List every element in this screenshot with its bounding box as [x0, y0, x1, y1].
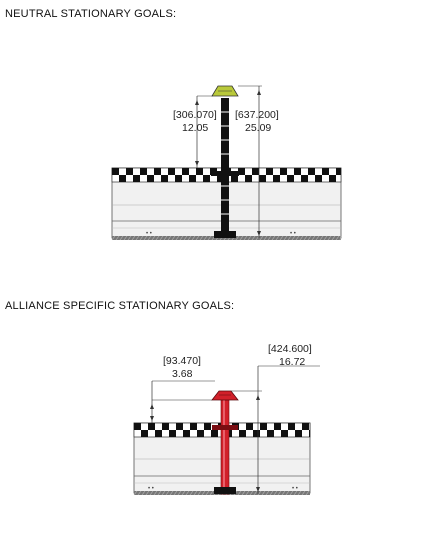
svg-text:• •: • • — [148, 486, 154, 492]
svg-text:• •: • • — [290, 231, 296, 237]
alliance-goal-drawing: • • • • [93.470] 3.68 [424.600] 16.72 — [134, 343, 320, 495]
dim-alliance-left-in: 3.68 — [172, 368, 193, 380]
dim-neutral-left-mm: [306.070] — [173, 109, 217, 121]
dim-neutral-right-mm: [637.200] — [235, 109, 279, 121]
dim-neutral-left-in: 12.05 — [182, 122, 208, 134]
svg-text:• •: • • — [292, 486, 298, 492]
neutral-goal-drawing: • • • • [306.070] 12.05 — [112, 86, 341, 240]
svg-text:• •: • • — [146, 231, 152, 237]
dim-alliance-left-mm: [93.470] — [163, 355, 201, 367]
neutral-goal-base — [214, 231, 236, 238]
alliance-goal-base — [214, 487, 236, 494]
alliance-goal-cap — [212, 391, 238, 400]
dim-alliance-right-mm: [424.600] — [268, 343, 312, 355]
dim-alliance-right-in: 16.72 — [279, 356, 305, 368]
neutral-goal-post — [221, 98, 229, 238]
dim-neutral-right-in: 25.09 — [245, 122, 271, 134]
